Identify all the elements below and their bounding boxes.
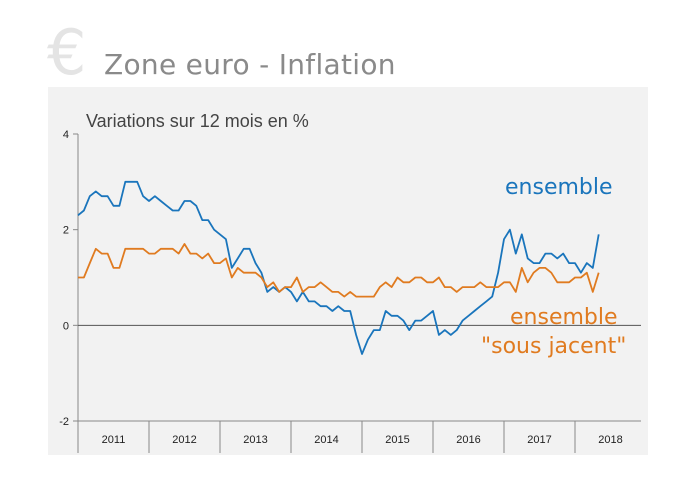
y-tick-label: 4 (63, 129, 69, 141)
x-tick-label: 2015 (385, 434, 409, 446)
euro-icon: € (47, 16, 87, 89)
x-tick-label: 2018 (598, 434, 622, 446)
series-layer (77, 180, 600, 355)
legend-label-sous-jacent-line1: ensemble (510, 305, 618, 330)
legend-label-sous-jacent-line2: "sous jacent" (481, 334, 626, 359)
legend-label-ensemble: ensemble (505, 175, 613, 200)
page-title: Zone euro - Inflation (104, 48, 396, 81)
x-tick-label: 2011 (102, 434, 126, 446)
series-line-ensemble (77, 180, 600, 355)
x-tick-label: 2016 (456, 434, 480, 446)
header: € Zone euro - Inflation (0, 0, 695, 88)
y-tick-label: 0 (63, 320, 69, 332)
chart-axes: 4 2 0 -2 2011 2012 2013 2014 2015 2016 2017 2018 (59, 129, 641, 453)
x-tick-label: 2014 (314, 434, 338, 446)
x-tick-label: 2013 (243, 434, 267, 446)
x-tick-label: 2017 (527, 434, 551, 446)
x-tick-label: 2012 (172, 434, 196, 446)
chart-title: Variations sur 12 mois en % (86, 111, 309, 131)
y-tick-label: 2 (63, 225, 69, 237)
series-line-sous-jacent (78, 243, 600, 298)
y-tick-label: -2 (59, 416, 69, 428)
